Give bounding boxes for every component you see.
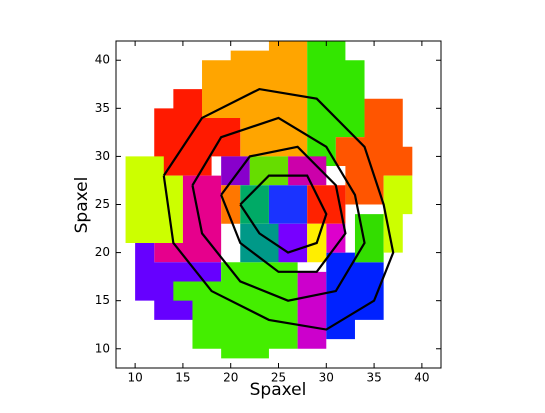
x-tick-label: 20 [223, 371, 238, 385]
bin-region [154, 89, 241, 176]
bin-region [288, 156, 327, 186]
x-tick-label: 10 [127, 371, 142, 385]
x-axis-label: Spaxel [250, 380, 307, 400]
bin-region [221, 156, 250, 186]
y-tick-label: 15 [95, 293, 110, 307]
bin-region [335, 98, 413, 205]
bin-region [240, 223, 279, 263]
x-tick-label: 40 [414, 371, 429, 385]
bin-region [383, 175, 413, 253]
y-tick-label: 40 [95, 53, 110, 67]
contour-line [162, 87, 395, 331]
bin-region [249, 156, 289, 186]
bin-region [307, 41, 365, 167]
contour-line [239, 174, 328, 254]
bin-region [297, 271, 327, 349]
x-tick-label: 25 [271, 371, 286, 385]
y-tick-label: 10 [95, 341, 110, 355]
bin-region [173, 262, 298, 359]
bin-region [278, 223, 308, 263]
contour-line [191, 116, 366, 302]
contour-line [220, 145, 347, 273]
bin-region [202, 41, 308, 157]
y-tick-label: 35 [95, 101, 110, 115]
y-tick-label: 25 [95, 197, 110, 211]
bin-region [268, 185, 308, 224]
bin-region [125, 156, 183, 243]
y-tick-label: 20 [95, 245, 110, 259]
x-tick-label: 15 [175, 371, 190, 385]
y-axis-label: Spaxel [72, 177, 92, 234]
bin-region [326, 252, 384, 340]
bin-region [221, 185, 241, 224]
bin-region [154, 175, 222, 263]
x-tick-label: 30 [319, 371, 334, 385]
y-tick-label: 30 [95, 149, 110, 163]
bin-region [326, 223, 346, 253]
x-tick-label: 35 [366, 371, 381, 385]
